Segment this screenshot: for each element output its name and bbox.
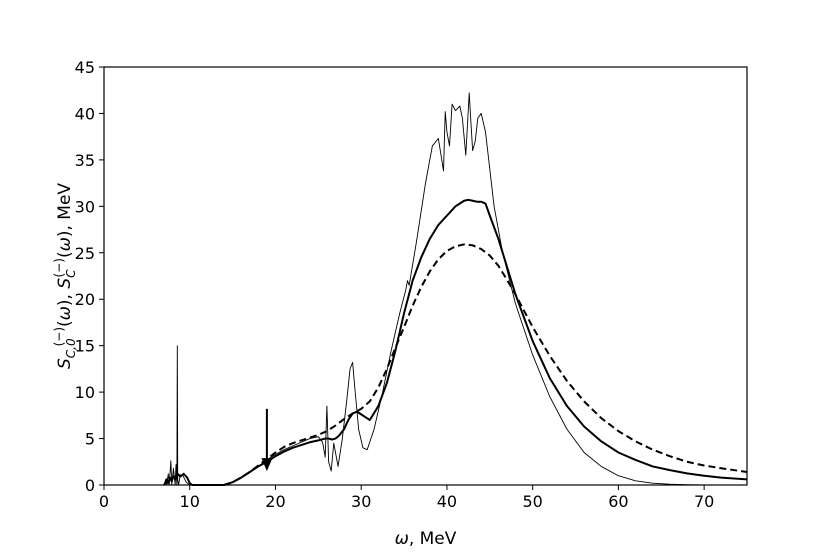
annotation-layer bbox=[261, 408, 273, 472]
series-line-thick-solid bbox=[163, 198, 747, 486]
series-line-thin-solid bbox=[163, 92, 747, 486]
plot-frame bbox=[103, 66, 748, 486]
annotation-arrow-head bbox=[261, 458, 273, 472]
y-tick-label: 45 bbox=[75, 58, 95, 77]
y-tick-label: 25 bbox=[75, 244, 95, 263]
series-layer bbox=[163, 92, 747, 486]
y-tick-label: 0 bbox=[85, 476, 95, 495]
y-tick-label: 15 bbox=[75, 337, 95, 356]
series-line-dashed bbox=[223, 243, 747, 486]
y-tick-label: 40 bbox=[75, 104, 95, 123]
x-axis-label: ω, MeV bbox=[395, 529, 457, 549]
x-tick-label: 50 bbox=[522, 492, 542, 511]
y-tick-label: 30 bbox=[75, 197, 95, 216]
y-tick-label: 5 bbox=[85, 430, 95, 449]
y-axis: 0 5 10 15 20 25 30 35 40 45 bbox=[75, 58, 104, 495]
y-tick-label: 10 bbox=[75, 383, 95, 402]
x-tick-label: 20 bbox=[265, 492, 285, 511]
x-tick-label: 10 bbox=[180, 492, 200, 511]
x-tick-label: 70 bbox=[694, 492, 714, 511]
x-tick-label: 30 bbox=[351, 492, 371, 511]
y-tick-label: 20 bbox=[75, 290, 95, 309]
y-tick-label: 35 bbox=[75, 151, 95, 170]
x-axis: 0 10 20 30 40 50 60 70 bbox=[99, 485, 714, 511]
x-tick-label: 60 bbox=[608, 492, 628, 511]
x-tick-label: 40 bbox=[437, 492, 457, 511]
y-axis-label: SC,0(−)(ω), SC(−)(ω), MeV bbox=[52, 183, 78, 369]
x-tick-label: 0 bbox=[99, 492, 109, 511]
